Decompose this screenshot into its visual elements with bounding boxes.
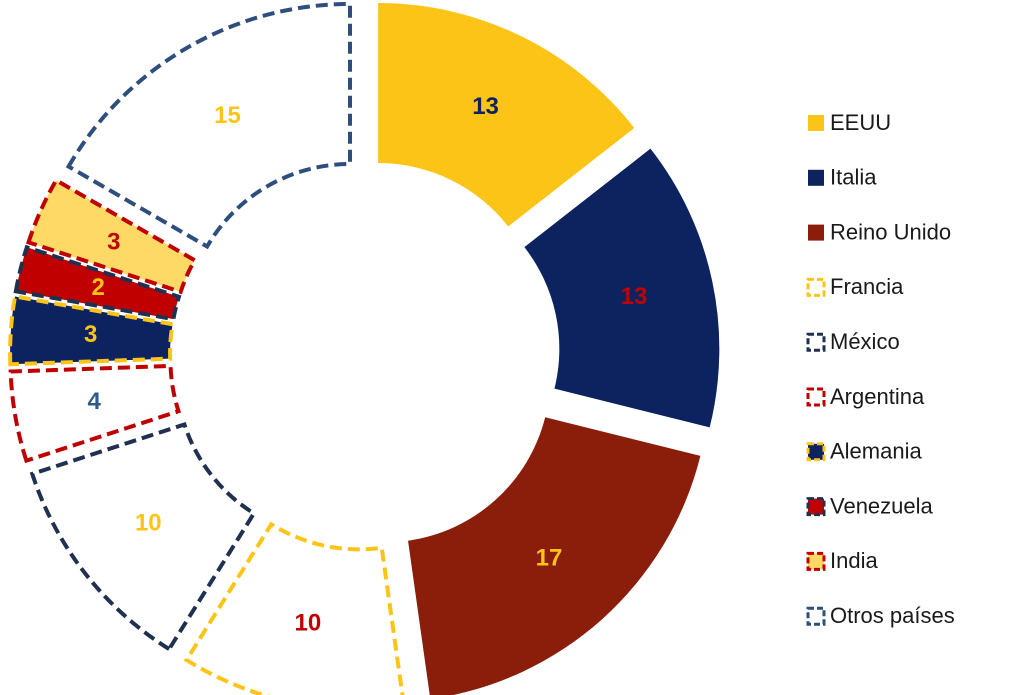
legend-label: India (830, 548, 878, 573)
data-label: 4 (87, 388, 101, 415)
segment (524, 148, 720, 428)
data-label: 13 (472, 93, 499, 120)
legend-label: Venezuela (830, 493, 934, 518)
data-label: 10 (135, 510, 162, 537)
data-label: 2 (91, 274, 104, 301)
legend-label: Argentina (830, 384, 925, 409)
data-label: 17 (536, 545, 563, 572)
legend-label: Reino Unido (830, 219, 951, 244)
segment (8, 294, 175, 367)
data-label: 3 (84, 321, 97, 348)
segment (408, 417, 701, 695)
legend-swatch (806, 387, 826, 407)
data-label: 15 (214, 102, 241, 129)
segment (8, 363, 182, 464)
segment (65, 2, 352, 250)
legend-label: Francia (830, 274, 904, 299)
segment (13, 244, 182, 322)
data-label: 3 (107, 228, 120, 255)
legend-swatch (808, 169, 824, 186)
legend-swatch (806, 606, 826, 626)
legend-label: Alemania (830, 439, 922, 464)
legend-swatch (806, 277, 826, 297)
segment (378, 3, 635, 227)
legend-label: México (830, 329, 900, 354)
legend-label: Italia (830, 165, 877, 190)
segment (183, 521, 405, 695)
legend-swatch (806, 551, 826, 571)
legend-swatch (806, 497, 826, 517)
legend-swatch (806, 332, 826, 352)
legend-swatch (808, 224, 824, 241)
legend-swatch (808, 115, 824, 131)
legend-label: Otros países (830, 603, 955, 628)
segment (25, 177, 198, 295)
data-label: 10 (294, 609, 321, 636)
legend-swatch (806, 442, 826, 462)
data-label: 13 (621, 283, 648, 310)
legend-label: EEUU (830, 110, 891, 135)
segment (29, 421, 257, 652)
